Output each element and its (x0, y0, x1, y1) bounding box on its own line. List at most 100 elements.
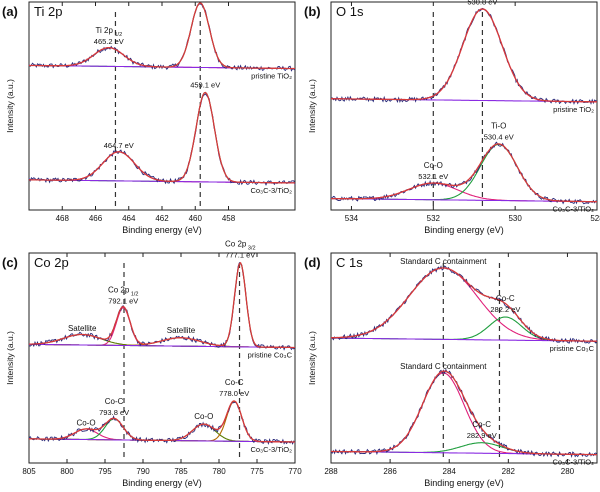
series-label: pristine TiO₂ (251, 72, 292, 81)
series-label: Co₃C-3/TiO₂ (552, 458, 594, 467)
component-peak-line (28, 151, 296, 184)
peak-energy-label: 530.4 eV (484, 133, 514, 142)
panel-1: (b) O 1s Intensity (a.u.) 534 532 530 528 Bindi… (304, 0, 600, 235)
raw-spectrum-line (330, 7, 598, 105)
x-tick-label: 464 (122, 214, 136, 223)
series-label: pristine TiO₂ (553, 105, 594, 114)
raw-spectrum-line (28, 401, 296, 445)
panel-title: C 1s (336, 255, 363, 270)
peak-energy-label: 464.7 eV (104, 141, 134, 150)
component-peak-line (331, 143, 597, 203)
x-tick-label: 780 (212, 467, 226, 476)
plot-frame (330, 252, 598, 464)
peak-subscript: 1/2 (113, 32, 122, 38)
peak-name-label: Co-O (194, 412, 213, 421)
peak-name-label: Standard C containment (400, 257, 487, 266)
component-peak-line (331, 8, 597, 103)
peak-subscript: 3/2 (246, 246, 255, 252)
peak-energy-label: 282.2 eV (490, 305, 520, 314)
x-tick-label: 282 (502, 467, 516, 476)
panel-3: (d) C 1s Intensity (a.u.) 288 286 284 282 280 Bi… (304, 252, 598, 488)
y-axis-label: Intensity (a.u.) (307, 331, 317, 385)
panel-label: (c) (2, 255, 18, 270)
peak-name-label: Satellite (68, 324, 97, 333)
fitted-envelope-line (28, 400, 295, 443)
component-peak-line (29, 418, 295, 443)
panel-label: (b) (304, 4, 321, 19)
peak-name-label: Co-C (496, 294, 515, 303)
fitted-envelope-line (331, 143, 597, 203)
panel-title: Ti 2p (34, 4, 62, 19)
peak-energy-label: 793.8 eV (99, 408, 129, 417)
peak-energy-label: 792.1 eV (108, 297, 138, 306)
panel-title: O 1s (336, 4, 364, 19)
x-tick-label: 466 (89, 214, 103, 223)
fitted-envelope-line (330, 370, 597, 456)
peak-energy-label: 778.0 eV (219, 389, 249, 398)
plot-frame (330, 1, 598, 211)
x-tick-label: 288 (324, 467, 338, 476)
x-tick-label: 530 (508, 214, 522, 223)
y-axis-label: Intensity (a.u.) (5, 331, 15, 385)
peak-subscript: 1/2 (129, 292, 138, 298)
raw-spectrum-line (28, 93, 296, 186)
plot-frame (28, 252, 296, 464)
x-tick-label: 468 (56, 214, 70, 223)
raw-spectrum-line (28, 3, 296, 72)
x-tick-label: 284 (443, 467, 457, 476)
x-tick-label: 462 (155, 214, 169, 223)
peak-name-label: Ti-O (491, 122, 506, 131)
series-label: pristine Co₃C (248, 351, 293, 360)
peak-energy-label: 532.1 eV (418, 172, 448, 181)
peak-energy-label: 282.9 eV (467, 431, 497, 440)
peak-name-label: Co-C (105, 397, 124, 406)
panel-0: (a) Ti 2p Intensity (a.u.) 468 466 464 462 460 4… (2, 0, 296, 235)
peak-energy-label: 777.1 eV (225, 251, 255, 260)
x-tick-label: 800 (60, 467, 74, 476)
peak-energy-label: 530.8 eV (467, 0, 497, 6)
peak-name-label: Co-C (472, 420, 491, 429)
x-axis-label: Binding energy (eV) (122, 478, 202, 488)
fitted-envelope-line (28, 91, 296, 184)
background-line (29, 343, 295, 349)
component-peak-line (29, 262, 295, 349)
x-tick-label: 770 (288, 467, 302, 476)
x-tick-label: 805 (22, 467, 36, 476)
peak-name-label: Satellite (167, 326, 196, 335)
series-label: Co₃C-3/TiO₂ (250, 445, 292, 454)
series-label: Co₃C-3/TiO₂ (552, 205, 594, 214)
series-label: pristine Co₃C (550, 344, 595, 353)
component-peak-line (28, 91, 296, 184)
peak-name-label: Standard C containment (400, 362, 487, 371)
x-tick-label: 458 (222, 214, 236, 223)
x-tick-label: 528 (590, 214, 600, 223)
x-tick-label: 286 (383, 467, 397, 476)
x-axis-label: Binding energy (eV) (424, 478, 504, 488)
x-tick-label: 790 (136, 467, 150, 476)
series-label: Co₃C-3/TiO₂ (250, 186, 292, 195)
peak-name-label: Co-C (225, 378, 244, 387)
x-tick-label: 534 (345, 214, 359, 223)
raw-spectrum-line (330, 141, 598, 205)
x-tick-label: 775 (250, 467, 264, 476)
fitted-envelope-line (28, 2, 296, 70)
x-tick-label: 460 (189, 214, 203, 223)
x-tick-label: 280 (561, 467, 575, 476)
background-line (331, 198, 597, 203)
panel-label: (a) (2, 4, 18, 19)
fitted-envelope-line (29, 261, 295, 349)
peak-name-label: Co-O (76, 419, 95, 428)
component-peak-line (331, 316, 597, 342)
component-peak-line (330, 372, 597, 456)
x-axis-label: Binding energy (eV) (424, 225, 504, 235)
x-tick-label: 532 (427, 214, 441, 223)
y-axis-label: Intensity (a.u.) (5, 79, 15, 133)
panel-2: (c) Co 2p Intensity (a.u.) 805 800 795 790 785 7… (2, 240, 302, 489)
panel-label: (d) (304, 255, 321, 270)
x-tick-label: 785 (174, 467, 188, 476)
raw-spectrum-line (330, 368, 598, 458)
x-tick-label: 795 (98, 467, 112, 476)
y-axis-label: Intensity (a.u.) (307, 79, 317, 133)
peak-energy-label: 465.2 eV (94, 37, 124, 46)
